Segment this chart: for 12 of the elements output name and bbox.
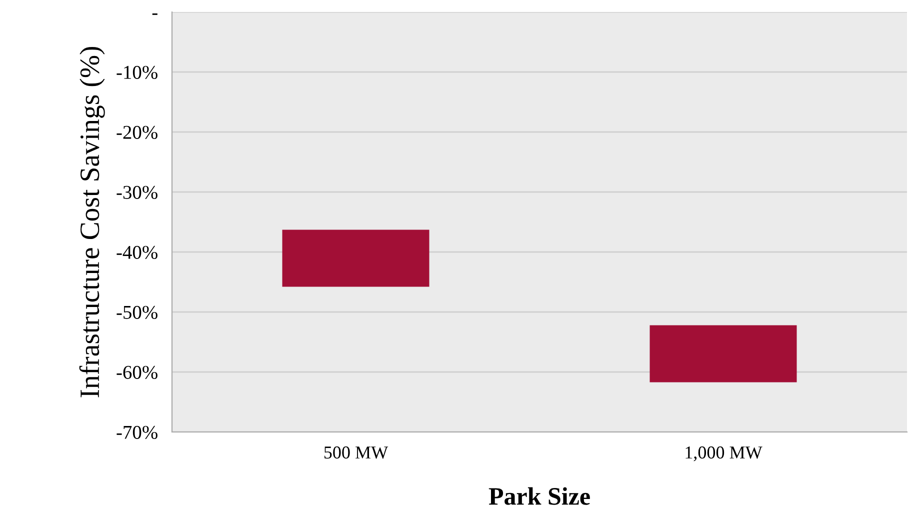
y-tick-label: -40% <box>116 246 158 259</box>
y-tick-label: - <box>152 13 158 15</box>
y-tick-label: -30% <box>116 186 158 199</box>
y-tick-label: -60% <box>116 366 158 379</box>
x-tick-label: 1,000 MW <box>686 446 762 462</box>
y-tick-label: -70% <box>116 426 158 439</box>
y-tick-label: -10% <box>116 66 158 79</box>
x-tick-label: 500 MW <box>324 446 388 459</box>
y-axis-title: Infrastructure Cost Savings (%) <box>79 46 105 398</box>
x-axis-title: Park Size <box>488 487 590 505</box>
y-tick-label: -50% <box>116 306 158 319</box>
y-tick-label: -20% <box>116 126 158 139</box>
